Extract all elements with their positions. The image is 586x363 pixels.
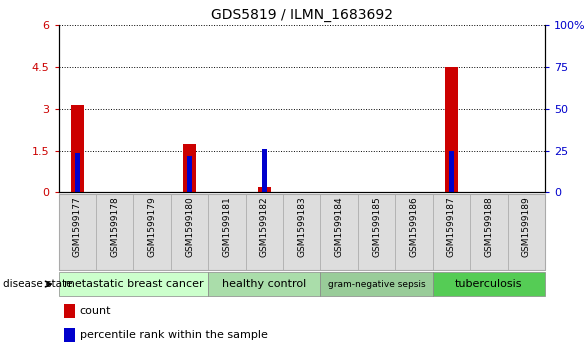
Bar [358,194,396,270]
Text: GSM1599181: GSM1599181 [223,196,231,257]
Bar [470,194,507,270]
Bar [283,194,321,270]
Text: percentile rank within the sample: percentile rank within the sample [80,330,267,340]
Text: healthy control: healthy control [222,279,306,289]
Bar [59,194,96,270]
Bar [432,194,470,270]
Text: GSM1599185: GSM1599185 [372,196,381,257]
Bar [258,187,271,192]
Bar [188,156,192,192]
Text: metastatic breast cancer: metastatic breast cancer [64,279,203,289]
Bar [432,272,545,296]
Bar [134,194,171,270]
Text: GSM1599180: GSM1599180 [185,196,194,257]
Text: GSM1599189: GSM1599189 [522,196,531,257]
Text: GSM1599187: GSM1599187 [447,196,456,257]
Bar [208,272,321,296]
Text: count: count [80,306,111,316]
Bar [71,105,84,192]
Bar [64,328,74,342]
Bar [321,272,432,296]
Bar [321,194,358,270]
Bar [507,194,545,270]
Bar [64,304,74,318]
Bar [246,194,283,270]
Bar [262,149,267,192]
Text: GSM1599188: GSM1599188 [485,196,493,257]
Bar [171,194,208,270]
Text: GSM1599184: GSM1599184 [335,196,344,257]
Text: GSM1599178: GSM1599178 [110,196,119,257]
Text: tuberculosis: tuberculosis [455,279,523,289]
Bar [75,154,80,192]
Bar [59,272,208,296]
Text: GSM1599177: GSM1599177 [73,196,82,257]
Text: GSM1599179: GSM1599179 [148,196,156,257]
Text: GSM1599186: GSM1599186 [410,196,418,257]
Bar [445,67,458,192]
Bar [96,194,134,270]
Title: GDS5819 / ILMN_1683692: GDS5819 / ILMN_1683692 [211,8,393,22]
Text: GSM1599183: GSM1599183 [297,196,306,257]
Text: disease state: disease state [3,279,73,289]
Bar [208,194,246,270]
Bar [396,194,432,270]
Bar [449,151,454,192]
Text: GSM1599182: GSM1599182 [260,196,269,257]
Bar [183,144,196,192]
Text: gram-negative sepsis: gram-negative sepsis [328,280,425,289]
